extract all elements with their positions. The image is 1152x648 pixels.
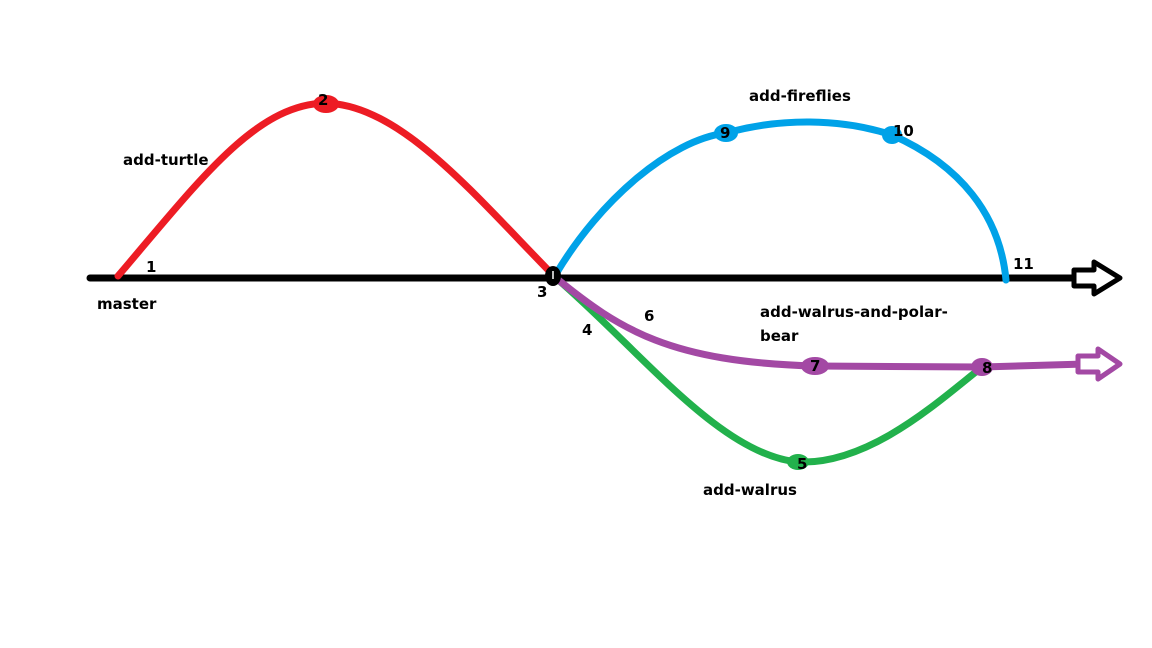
- commit-label-2: 2: [318, 91, 329, 109]
- add-walrus-and-polar-bear-branch-label-line2: bear: [760, 327, 799, 345]
- commit-label-5: 5: [797, 455, 808, 473]
- master-branch-label: master: [97, 295, 157, 313]
- commit-label-3: 3: [537, 283, 548, 301]
- commit-label-11: 11: [1013, 255, 1034, 273]
- commit-label-10: 10: [893, 122, 914, 140]
- commit-label-9: 9: [720, 124, 731, 142]
- add-walrus-branch-label: add-walrus: [703, 481, 797, 499]
- commit-node-8: [971, 358, 993, 376]
- commit-label-8: 8: [982, 359, 993, 377]
- add-turtle-branch-label: add-turtle: [123, 151, 209, 169]
- commit-label-7: 7: [810, 357, 821, 375]
- add-fireflies-branch-label: add-fireflies: [749, 87, 851, 105]
- commit-node-10: [882, 126, 902, 144]
- commit-node-5: [787, 454, 809, 470]
- commit-node-7: [801, 357, 829, 375]
- commit-label-6: 6: [644, 307, 655, 325]
- commit-label-4: 4: [582, 321, 593, 339]
- master-arrow-icon: [1071, 259, 1123, 297]
- add-fireflies-branch-line: [552, 118, 1010, 284]
- add-turtle-branch-line: [114, 99, 557, 280]
- add-walrus-and-polar-bear-branch-label-line1: add-walrus-and-polar-: [760, 303, 948, 321]
- polar-bear-arrow-icon: [1075, 346, 1123, 382]
- commit-node-2: [313, 95, 339, 113]
- commit-node-9: [714, 124, 738, 142]
- commit-label-1: 1: [146, 258, 157, 276]
